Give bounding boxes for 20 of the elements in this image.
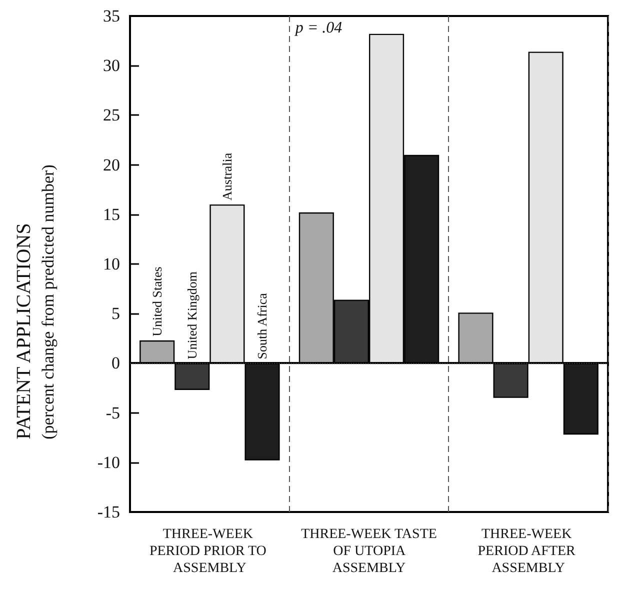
y-tick-label: 30 bbox=[103, 56, 120, 76]
y-tick-label: 5 bbox=[112, 304, 120, 324]
y-tick-label: -10 bbox=[97, 452, 120, 472]
y-tick-label: 0 bbox=[112, 354, 120, 373]
text: United Kingdom bbox=[184, 271, 200, 360]
x-tick-label: THREE-WEEK TASTE OF UTOPIA ASSEMBLY bbox=[301, 527, 437, 576]
text: Australia bbox=[220, 152, 235, 200]
y-tick-label: 20 bbox=[103, 155, 120, 174]
y-tick-label: 10 bbox=[103, 254, 120, 274]
text: South Africa bbox=[254, 292, 270, 360]
x-tick-label: THREE-WEEK PERIOD PRIOR TO ASSEMBLY bbox=[149, 527, 270, 576]
annotation: p = .04 bbox=[294, 20, 342, 36]
y-axis-title: PATENT APPLICATIONS (percent change from predicted number) bbox=[13, 164, 58, 440]
x-tick-label: THREE-WEEK PERIOD AFTER ASSEMBLY bbox=[478, 527, 579, 576]
text: United States bbox=[150, 266, 165, 336]
y-tick-label: 35 bbox=[103, 6, 120, 26]
y-tick-label: 25 bbox=[103, 106, 120, 125]
y-tick-label: 15 bbox=[103, 204, 120, 224]
y-tick-label: -15 bbox=[97, 502, 120, 522]
y-tick-label: -5 bbox=[106, 403, 120, 422]
